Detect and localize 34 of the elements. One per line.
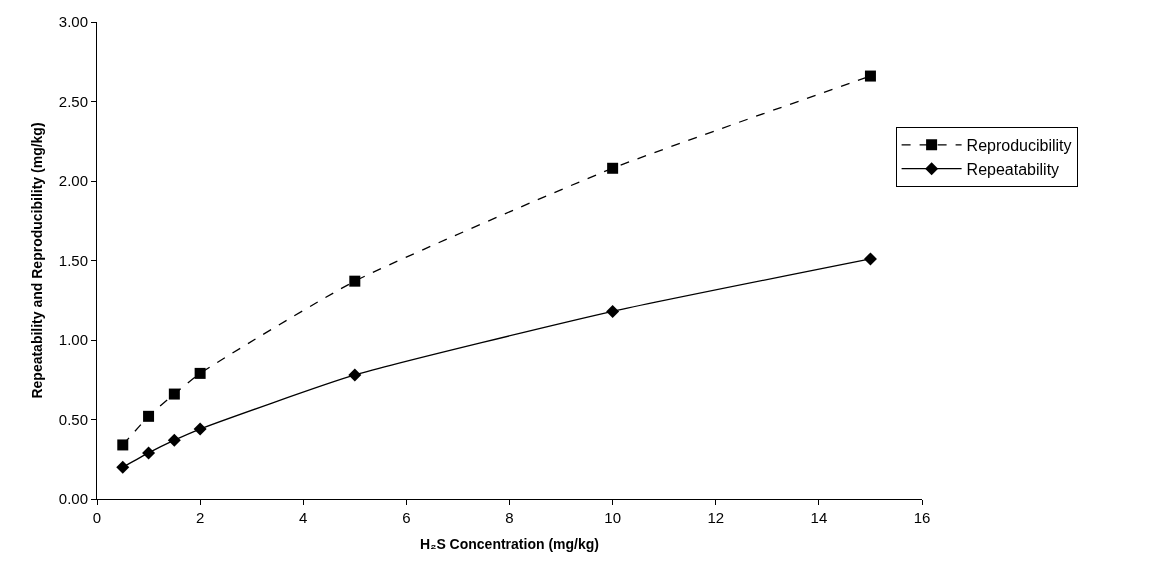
x-tick-label: 2	[195, 509, 205, 526]
y-axis-title: Repeatability and Reproducibility (mg/kg)	[29, 122, 46, 399]
point	[143, 410, 155, 422]
point	[117, 439, 129, 451]
y-tick-label: 1.50	[58, 251, 88, 269]
point	[168, 388, 180, 400]
x-tick-label: 16	[913, 509, 931, 526]
x-tick-label: 4	[299, 509, 308, 526]
y-tick-label: 3.00	[58, 13, 88, 31]
x-tick-label: 8	[505, 509, 514, 526]
x-tick-label: 0	[92, 509, 102, 526]
point	[606, 304, 620, 318]
y-tick-label: 2.50	[58, 92, 88, 110]
point	[167, 433, 181, 447]
point	[116, 460, 130, 474]
x-axis-title: H₂S Concentration (mg/kg)	[420, 536, 599, 553]
y-tick-label: 1.00	[58, 331, 88, 349]
x-tick-label: 14	[810, 509, 828, 526]
point	[142, 446, 156, 460]
point	[864, 70, 876, 82]
legend-label: Repeatability	[966, 160, 1060, 178]
y-tick-label: 2.00	[58, 172, 88, 190]
point	[194, 367, 206, 379]
point	[348, 368, 362, 382]
point	[863, 252, 877, 266]
x-tick-label: 6	[402, 509, 411, 526]
point	[193, 422, 207, 436]
x-tick-label: 10	[604, 509, 621, 526]
x-tick-label: 12	[707, 509, 725, 526]
point	[349, 275, 361, 287]
y-tick-label: 0.50	[58, 410, 88, 428]
legend-label: Reproducibility	[966, 137, 1072, 155]
y-tick-label: 0.00	[58, 490, 88, 508]
point	[607, 162, 619, 174]
